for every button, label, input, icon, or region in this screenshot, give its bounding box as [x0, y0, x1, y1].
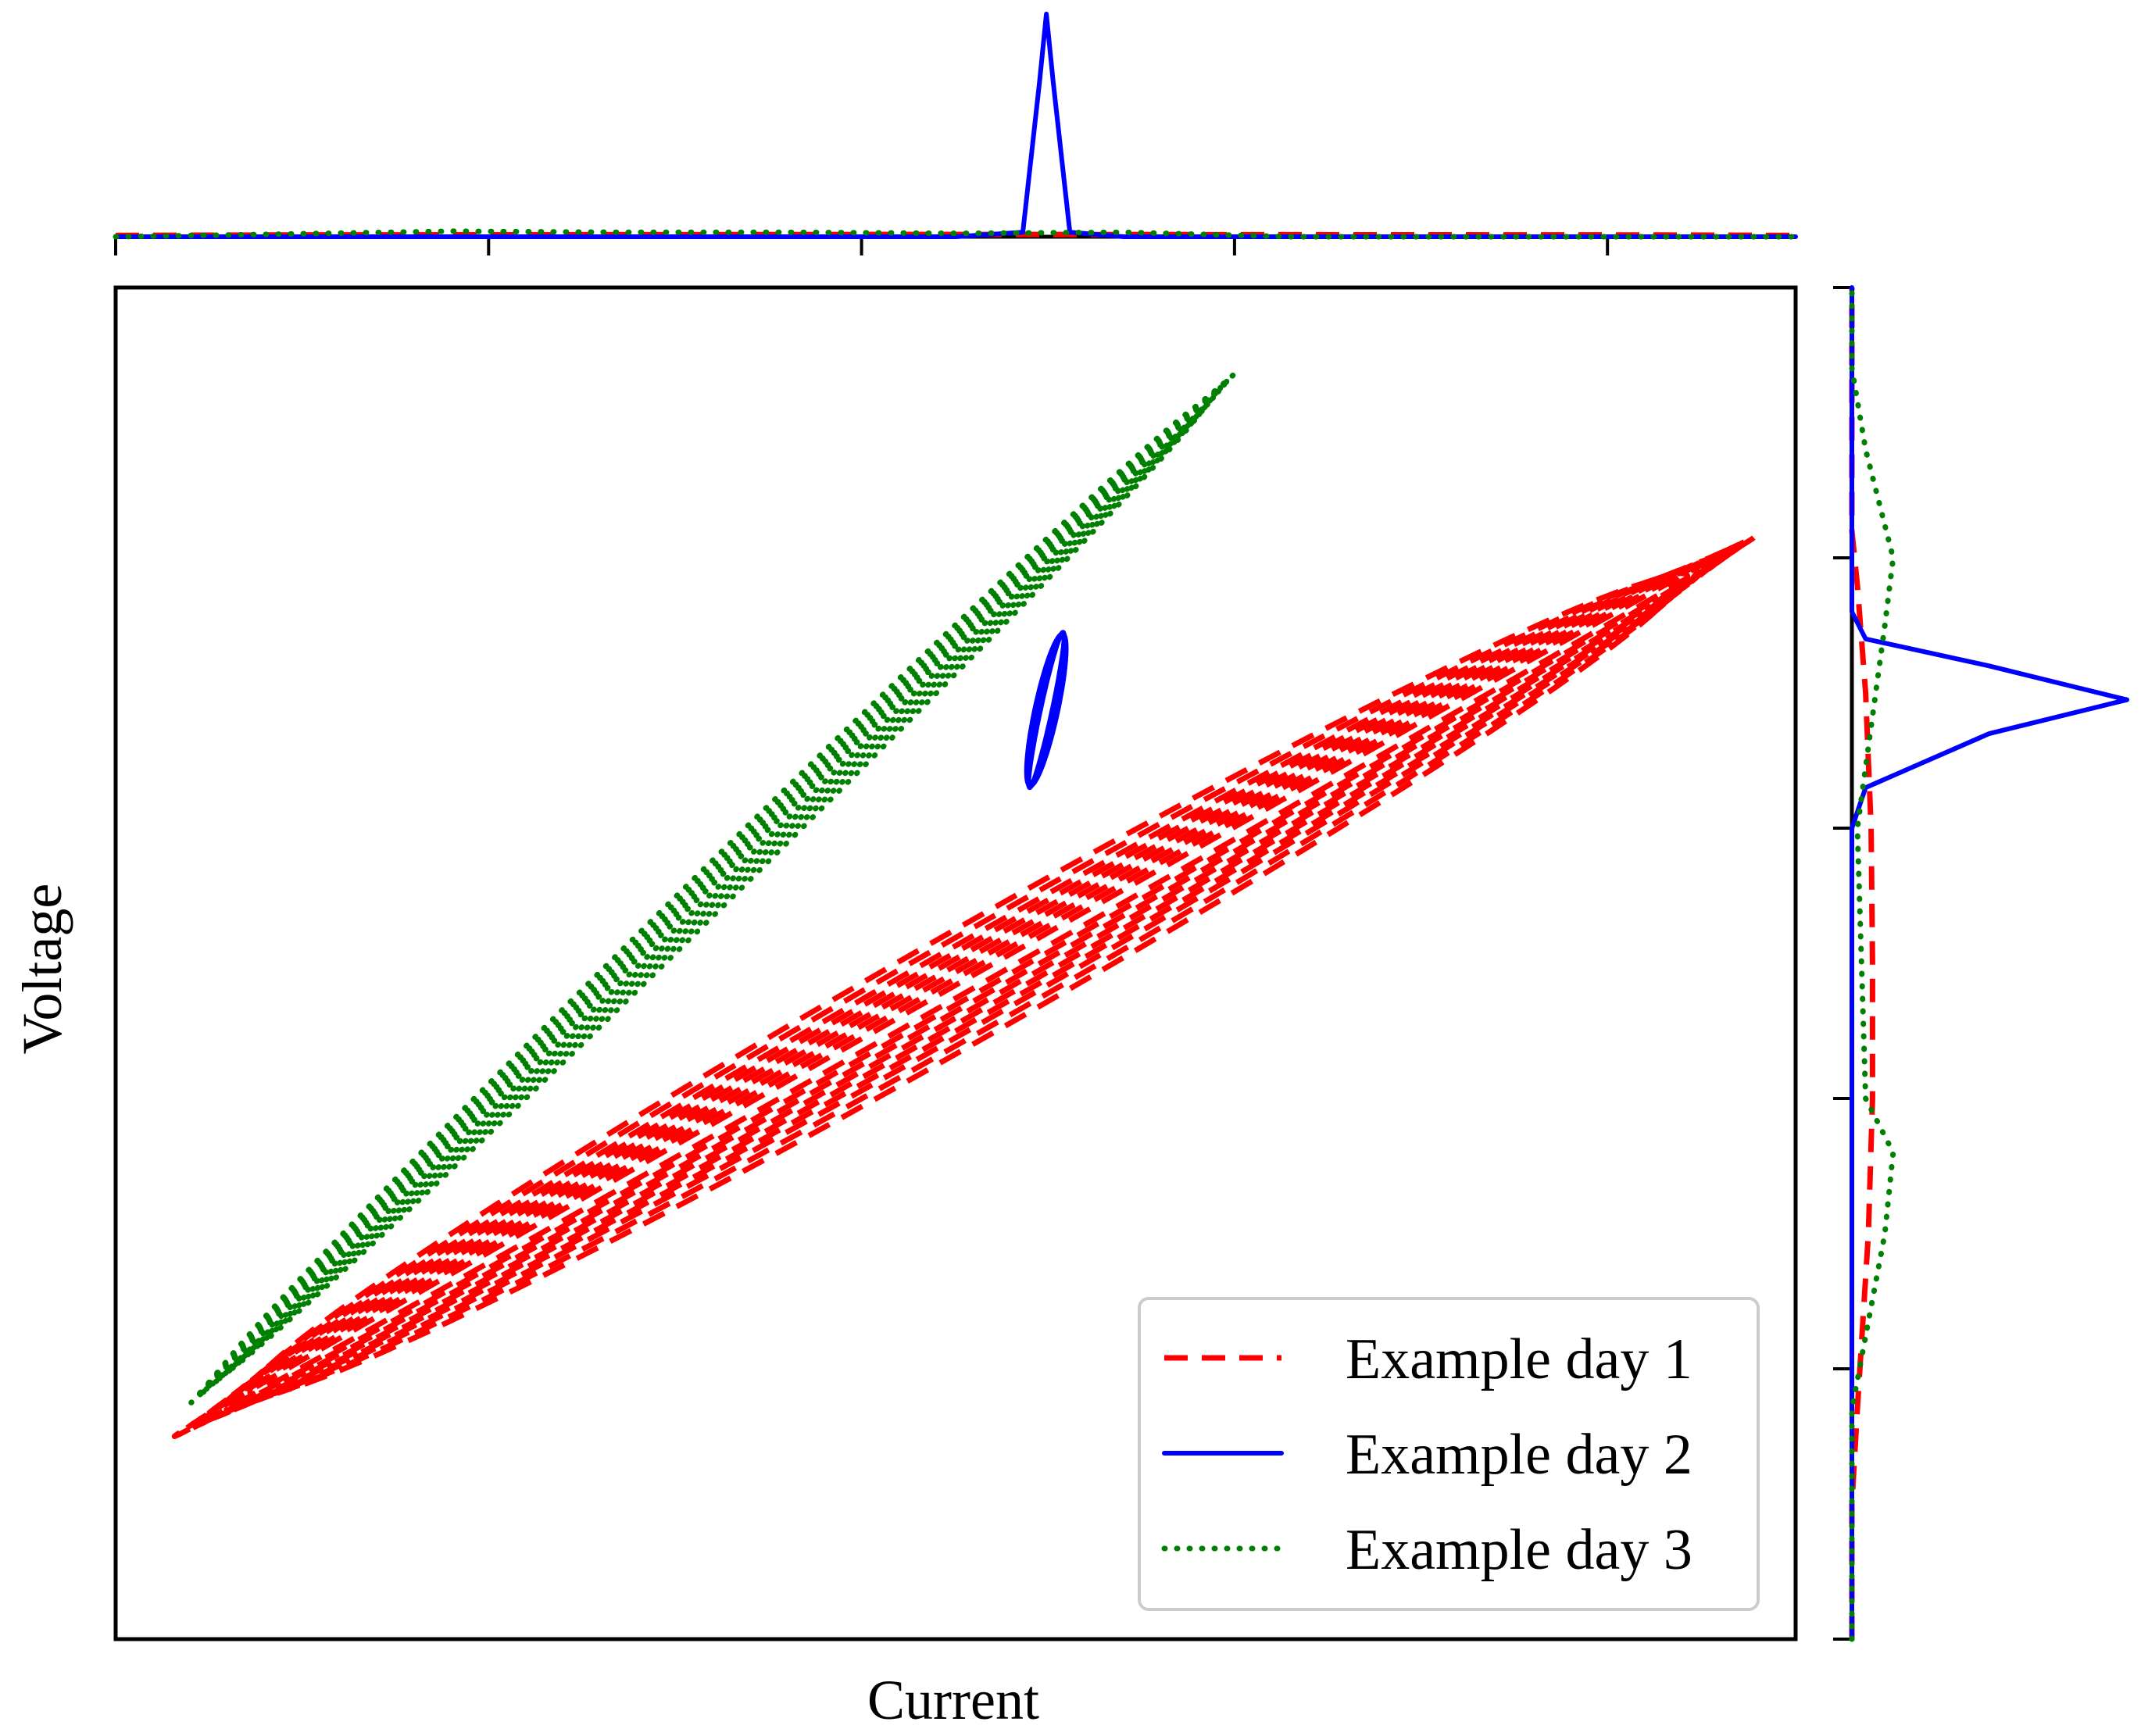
series-1-loop	[171, 534, 1757, 1439]
series-3-loop	[195, 378, 1230, 1399]
series-1-loop	[200, 550, 1728, 1423]
series-1-loop	[228, 566, 1700, 1409]
legend-label-3: Example day 3	[1346, 1518, 1692, 1582]
top-marginal-density	[113, 12, 1799, 255]
series-2-loop	[1024, 631, 1069, 788]
main-plot-area	[113, 285, 1798, 1641]
series-1-loop	[191, 545, 1738, 1429]
legend-box	[1138, 1297, 1760, 1611]
series-1-loop	[247, 575, 1682, 1399]
series-3-y-density	[1849, 284, 1896, 1642]
series-2-y-density	[1850, 285, 2129, 1641]
legend: Example day 1 Example day 2 Example day 3	[1138, 1297, 1760, 1611]
series-2-x-density	[113, 12, 1798, 239]
series-3-loops	[188, 372, 1236, 1406]
series-3-loop	[213, 397, 1211, 1381]
right-marginal-density	[1833, 284, 2129, 1642]
series-2-loops	[1024, 630, 1069, 791]
y-axis-label: Voltage	[11, 884, 73, 1055]
series-3-loop	[188, 372, 1236, 1406]
series-1-loops	[171, 534, 1757, 1439]
legend-label-1: Example day 1	[1346, 1327, 1692, 1391]
series-1-loop	[219, 560, 1710, 1413]
series-1-loop	[238, 570, 1691, 1404]
series-3-x-density	[113, 228, 1799, 240]
legend-label-2: Example day 2	[1346, 1423, 1692, 1487]
series-3-loop	[201, 384, 1224, 1393]
series-1-loop	[209, 555, 1719, 1419]
main-plot-frame	[113, 285, 1798, 1641]
x-axis-label: Current	[867, 1669, 1039, 1731]
series-3-loop	[207, 391, 1217, 1388]
series-1-y-density	[1849, 288, 1875, 1639]
